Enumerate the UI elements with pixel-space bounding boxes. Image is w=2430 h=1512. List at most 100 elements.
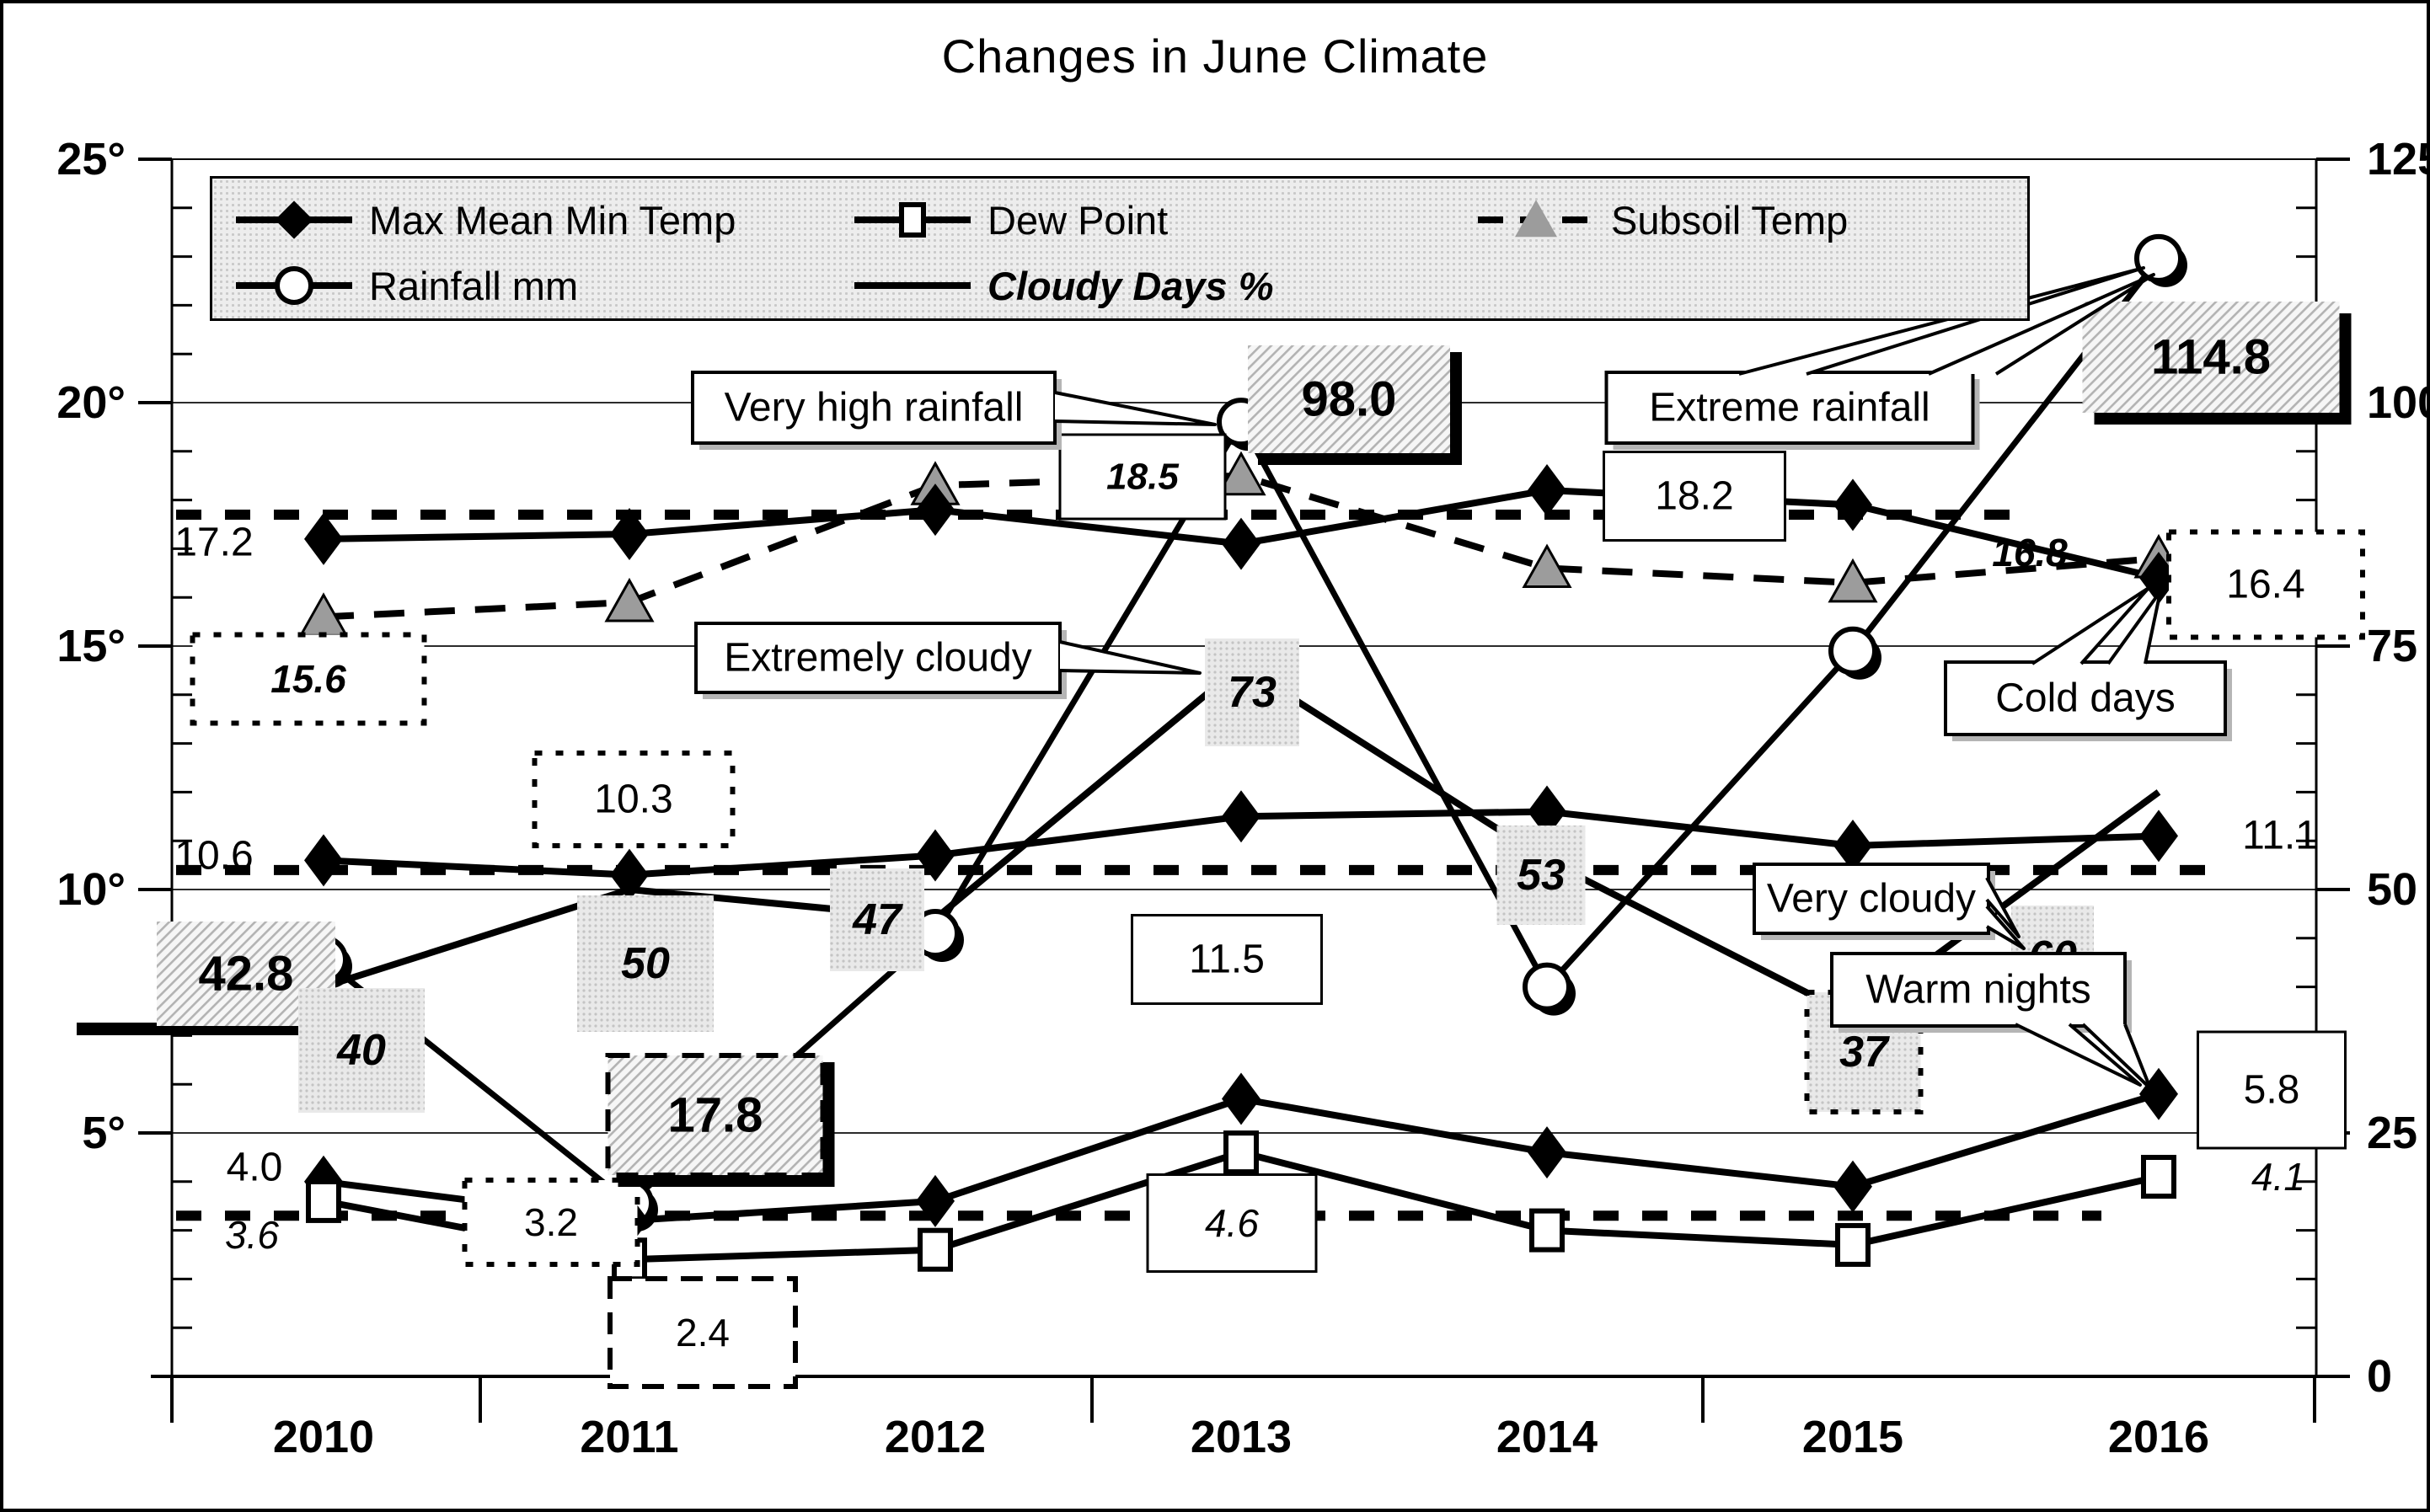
square-marker [1835, 1222, 1871, 1267]
callout-text: Warm nights [1865, 968, 2091, 1012]
label-text: 2.4 [676, 1311, 730, 1354]
label-text: 98.0 [1302, 372, 1397, 427]
callout-very-high-rainfall: Very high rainfall [691, 371, 1217, 450]
legend-item-cloudy-days: Cloudy Days % [854, 259, 1274, 312]
callout-box [694, 622, 1062, 694]
data-label-4-0: 4.0 [227, 1146, 283, 1190]
callout-tail [1059, 640, 1202, 675]
diamond-marker [916, 484, 955, 537]
callout-box [1830, 952, 2127, 1028]
label-box [2197, 1030, 2347, 1150]
label-shadow-right [1450, 352, 1462, 465]
legend-item-max-mean-min-temp: Max Mean Min Temp [236, 194, 736, 246]
callout-text: Cold days [1995, 676, 2175, 721]
diamond-marker [1528, 785, 1566, 838]
label-text: 11.5 [1189, 938, 1265, 982]
label-box [1496, 825, 1586, 925]
year-label: 2015 [1802, 1412, 1903, 1462]
right-axis-tick-label: 125 [2367, 134, 2430, 184]
label-box [1205, 638, 1299, 746]
left-axis-tick-label: 20° [56, 377, 126, 428]
diamond-marker [2139, 809, 2178, 863]
label-box [1603, 451, 1786, 542]
diamond-marker [610, 508, 649, 561]
label-text: 4.6 [1205, 1201, 1259, 1245]
callout-box [1944, 660, 2227, 736]
data-label-47: 47 [830, 868, 924, 971]
label-shadow-right [822, 1062, 835, 1187]
diamond-marker [304, 512, 343, 565]
label-text: 11.1 [2242, 814, 2318, 858]
diamond-marker [916, 829, 955, 882]
diamond-marker [916, 1174, 955, 1227]
right-axis-tick-label: 50 [2367, 864, 2417, 915]
data-label-10-3: 10.3 [532, 751, 736, 848]
diamond-marker [1528, 1126, 1566, 1179]
callout-extremely-cloudy: Extremely cloudy [694, 622, 1202, 699]
callout-tail [1054, 391, 1217, 426]
label-text: 40 [336, 1026, 386, 1075]
callout-very-cloudy: Very cloudy [1753, 863, 2026, 950]
triangle-marker [1828, 558, 1878, 603]
label-box [1131, 914, 1323, 1005]
label-shadow-bottom [618, 1175, 835, 1187]
label-text: 53 [1517, 851, 1566, 900]
data-label-4-1: 4.1 [2251, 1155, 2305, 1199]
label-text: 17.2 [174, 521, 253, 565]
data-label-53: 53 [1496, 825, 1586, 925]
chart-title: Changes in June Climate [941, 29, 1489, 83]
legend-item-rainfall: Rainfall mm [236, 259, 578, 312]
legend-item-subsoil-temp: Subsoil Temp [1478, 194, 1848, 246]
triangle-marker [1216, 451, 1266, 496]
circle-marker [1828, 626, 1877, 676]
label-text: 47 [852, 895, 903, 944]
label-text: 10.3 [594, 777, 672, 822]
diamond-marker [1222, 517, 1260, 570]
label-box [462, 1178, 640, 1267]
label-text: 42.8 [199, 947, 294, 1002]
year-label: 2011 [580, 1412, 678, 1462]
label-box [190, 632, 427, 726]
left-axis-tick-label: 25° [56, 134, 126, 184]
label-text: 3.2 [524, 1200, 578, 1244]
callout-tail [1928, 273, 2155, 376]
callout-tail [2015, 1023, 2142, 1087]
data-label-2-4: 2.4 [608, 1276, 798, 1389]
square-marker [1223, 1130, 1259, 1175]
callout-tail [1985, 877, 2021, 938]
data-label-98-0: 98.0 [1248, 345, 1462, 465]
data-label-50: 50 [577, 895, 714, 1032]
callout-tail [2031, 586, 2150, 665]
label-text: 4.0 [227, 1146, 283, 1190]
data-label-40: 40 [298, 988, 425, 1113]
left-axis-tick-label: 5° [82, 1108, 126, 1158]
data-label-114-8: 114.8 [2082, 302, 2352, 425]
data-label-16-4: 16.4 [2166, 529, 2365, 640]
data-label-11-5: 11.5 [1131, 914, 1323, 1005]
callout-box [1753, 863, 1990, 935]
left-axis-tick-label: 15° [56, 621, 126, 671]
square-marker-icon [854, 195, 971, 244]
data-label-73: 73 [1205, 638, 1299, 746]
legend-label: Max Mean Min Temp [369, 197, 736, 243]
legend-label: Subsoil Temp [1611, 197, 1849, 243]
label-text: 5.8 [2244, 1068, 2300, 1113]
label-text: 17.8 [668, 1088, 763, 1143]
triangle-marker [604, 577, 655, 622]
callout-cold-days: Cold days [1944, 586, 2232, 741]
legend: Max Mean Min Temp Dew Point Subsoil Temp… [210, 176, 2030, 321]
label-text: 15.6 [270, 657, 346, 701]
label-box [2166, 529, 2365, 640]
legend-label: Rainfall mm [369, 263, 579, 308]
data-label-10-6: 10.6 [174, 834, 253, 879]
legend-label: Dew Point [988, 197, 1169, 243]
label-box [1248, 345, 1450, 453]
label-text: 16.4 [2226, 563, 2304, 607]
diamond-marker [610, 848, 649, 901]
callout-tail [2106, 590, 2162, 665]
right-axis-tick-label: 25 [2367, 1108, 2417, 1158]
diamond-marker [1528, 464, 1566, 517]
diamond-marker [1833, 478, 1872, 532]
callout-warm-nights: Warm nights [1830, 952, 2152, 1090]
